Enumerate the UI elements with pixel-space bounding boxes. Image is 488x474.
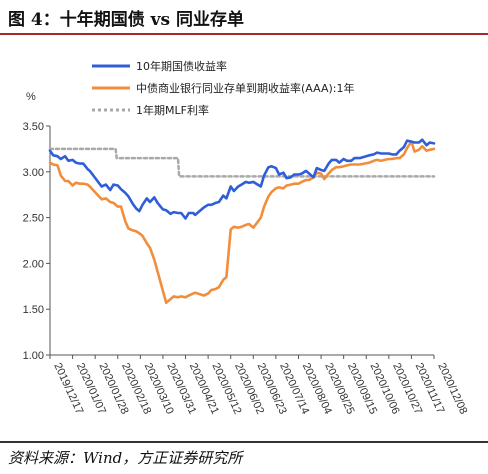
y-axis-unit-label: % (26, 91, 36, 103)
y-tick-label: 1.50 (23, 304, 44, 316)
series-line-treasury-10y (48, 138, 436, 220)
source-note: 资料来源：Wind，方正证券研究所 (8, 449, 243, 467)
legend-label: 1年期MLF利率 (136, 103, 209, 117)
y-tick-label: 2.50 (23, 213, 44, 225)
axes: 3.503.002.502.001.501.002019/12/172020/0… (23, 121, 470, 416)
title-rule (0, 33, 488, 35)
series-line-mlf-1y (48, 147, 436, 178)
legend-label: 10年期国债收益率 (136, 59, 227, 73)
y-tick-label: 2.00 (23, 258, 44, 270)
footer-rule (0, 441, 488, 443)
legend-label: 中债商业银行同业存单到期收益率(AAA):1年 (136, 81, 354, 95)
series-line-ncd-aaa-1y (48, 140, 436, 305)
y-tick-label: 3.50 (23, 121, 44, 133)
y-tick-label: 1.00 (23, 350, 44, 362)
legend-item: 10年期国债收益率 (92, 59, 227, 73)
legend-item: 1年期MLF利率 (92, 103, 209, 117)
page-title: 图 4：十年期国债 vs 同业存单 (8, 10, 245, 30)
series-layer (48, 138, 436, 305)
y-tick-label: 3.00 (23, 167, 44, 179)
legend-item: 中债商业银行同业存单到期收益率(AAA):1年 (92, 81, 354, 95)
